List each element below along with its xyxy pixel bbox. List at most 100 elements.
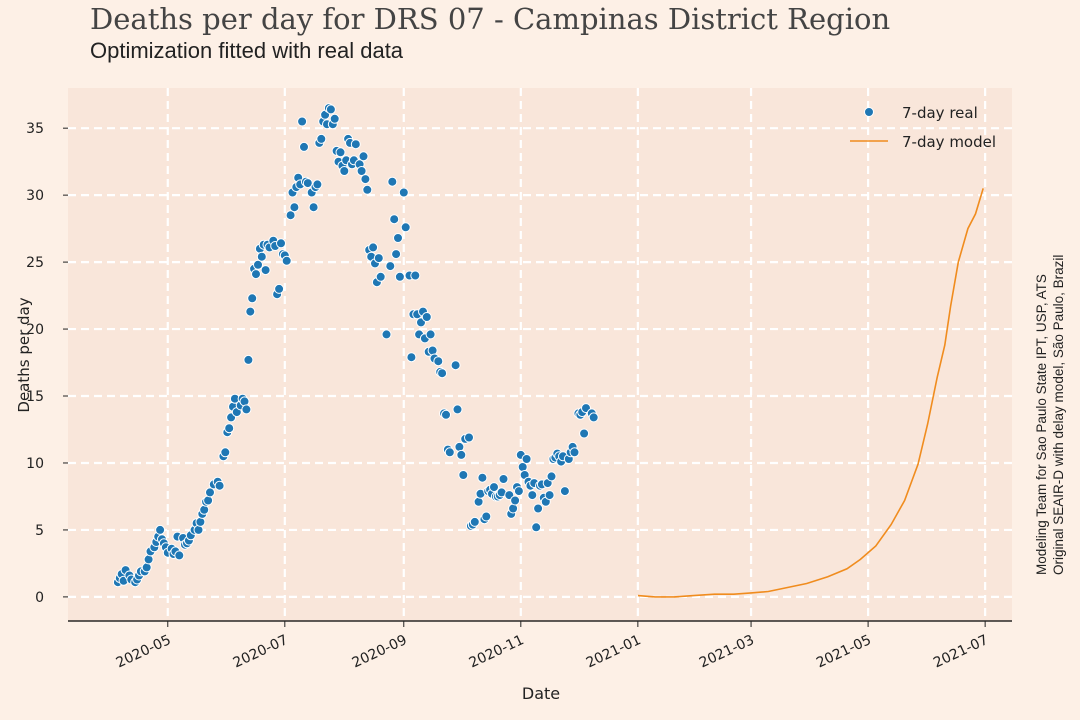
data-point	[398, 187, 409, 198]
data-point	[452, 404, 463, 415]
y-tick-label: 25	[26, 255, 44, 271]
data-point	[481, 511, 492, 522]
y-tick-label: 10	[26, 456, 44, 472]
data-point	[513, 486, 524, 497]
data-point	[199, 504, 210, 515]
y-tick-label: 0	[35, 590, 44, 606]
legend-model-label: 7-day model	[902, 133, 996, 151]
y-axis: 0 5 10 15 20 25 30 35	[26, 121, 68, 606]
data-point	[251, 269, 261, 280]
data-point	[454, 441, 465, 452]
data-point	[253, 259, 263, 270]
x-axis: 2020-05 2020-07 2020-09 2020-11 2021-01 2021-…	[114, 621, 991, 671]
data-point	[425, 329, 436, 340]
y-tick-label: 35	[26, 121, 44, 137]
x-tick-label: 2020-09	[350, 632, 410, 671]
data-point	[155, 524, 166, 535]
data-point	[220, 447, 231, 458]
data-point	[214, 480, 225, 491]
data-point	[510, 495, 521, 506]
y-axis-label: Deaths per day	[15, 297, 33, 412]
data-point	[588, 412, 599, 423]
data-point	[316, 133, 327, 144]
data-point	[281, 255, 292, 266]
data-point	[544, 490, 555, 501]
data-point	[427, 345, 438, 356]
data-point	[358, 151, 369, 162]
series-model	[637, 188, 984, 598]
data-point	[276, 238, 286, 249]
legend: 7-day real 7-day model	[850, 104, 996, 151]
data-point	[195, 516, 206, 527]
data-point	[356, 166, 367, 176]
data-point	[247, 293, 258, 304]
data-point	[350, 139, 361, 150]
chart-subtitle: Optimization fitted with real data	[90, 38, 404, 63]
y-tick-label: 30	[26, 188, 44, 204]
data-point	[297, 116, 308, 127]
data-point	[375, 271, 386, 282]
data-point	[312, 179, 323, 190]
data-point	[362, 184, 373, 195]
data-point	[489, 482, 499, 493]
data-point	[546, 471, 557, 482]
grid-lines	[68, 88, 1012, 621]
data-point	[469, 516, 480, 527]
data-point	[243, 354, 254, 365]
data-point	[245, 306, 256, 317]
data-point	[203, 495, 214, 506]
data-point	[387, 176, 398, 187]
data-point	[325, 104, 336, 115]
data-point	[141, 562, 152, 573]
data-point	[394, 271, 405, 282]
data-point	[368, 242, 379, 253]
x-tick-label: 2021-03	[697, 632, 757, 671]
y-tick-label: 20	[26, 322, 44, 338]
data-point	[437, 368, 448, 379]
side-note-line2: Original SEAIR-D with delay model, São P…	[1051, 254, 1066, 575]
data-point	[381, 329, 392, 340]
data-point	[531, 522, 542, 533]
data-point	[239, 396, 250, 407]
side-note: Modeling Team for Sao Paulo State IPT, U…	[1033, 255, 1067, 575]
y-tick-label: 15	[26, 389, 44, 405]
data-point	[527, 490, 538, 501]
data-point	[256, 251, 267, 262]
chart-title: Deaths per day for DRS 07 - Campinas Dis…	[90, 2, 891, 36]
data-point	[302, 178, 313, 189]
data-point	[260, 265, 271, 276]
data-point	[579, 428, 590, 439]
data-point	[421, 312, 432, 322]
data-point	[389, 214, 400, 225]
y-tick-label: 5	[35, 523, 44, 539]
x-tick-label: 2021-01	[584, 632, 644, 671]
data-point	[391, 249, 402, 260]
data-point	[498, 474, 509, 484]
data-point	[224, 423, 235, 434]
data-point	[299, 141, 309, 152]
plot-area	[68, 88, 1012, 621]
x-tick-label: 2020-11	[467, 632, 527, 671]
data-point	[393, 233, 403, 243]
x-tick-label: 2021-07	[931, 632, 991, 671]
data-point	[329, 113, 340, 124]
data-point	[274, 283, 285, 294]
data-point	[450, 360, 461, 371]
data-point	[464, 432, 474, 443]
data-point	[521, 454, 532, 464]
series-real	[112, 103, 599, 588]
data-point	[444, 447, 455, 458]
data-point	[360, 174, 371, 185]
data-point	[441, 409, 451, 420]
data-point	[473, 496, 484, 507]
legend-real-label: 7-day real	[902, 104, 978, 122]
x-axis-label: Date	[522, 684, 560, 703]
data-point	[241, 404, 252, 415]
data-point	[205, 487, 215, 498]
data-point	[193, 524, 204, 535]
data-point	[533, 503, 544, 514]
data-point	[174, 550, 185, 561]
side-note-line1: Modeling Team for Sao Paulo State IPT, U…	[1034, 274, 1049, 575]
data-point	[559, 486, 570, 497]
